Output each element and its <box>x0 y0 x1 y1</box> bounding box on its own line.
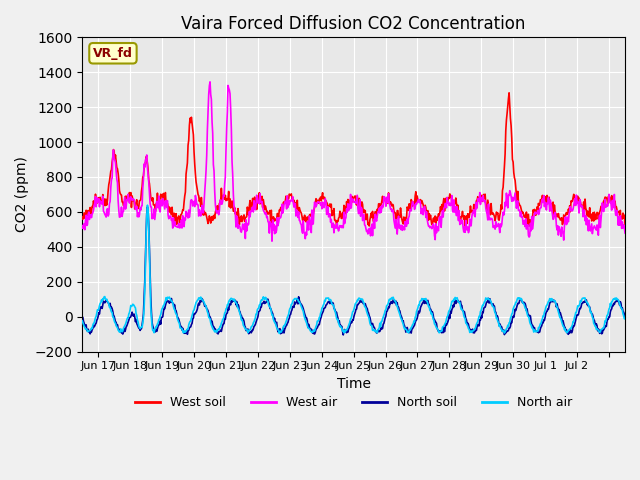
Legend: West soil, West air, North soil, North air: West soil, West air, North soil, North a… <box>130 391 577 414</box>
Y-axis label: CO2 (ppm): CO2 (ppm) <box>15 156 29 232</box>
Text: VR_fd: VR_fd <box>93 47 133 60</box>
X-axis label: Time: Time <box>337 377 371 391</box>
Title: Vaira Forced Diffusion CO2 Concentration: Vaira Forced Diffusion CO2 Concentration <box>181 15 526 33</box>
